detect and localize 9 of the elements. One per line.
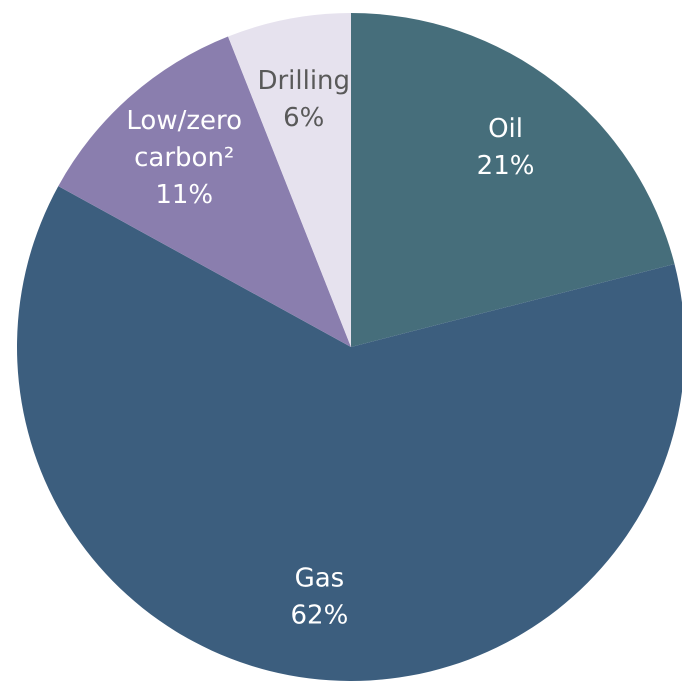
slice-label: Oil [488, 114, 524, 144]
pie-slice [58, 36, 351, 347]
data-label: 21% [476, 151, 534, 182]
data-label: 6% [283, 102, 324, 133]
slice-label: Low/zero carbon² [126, 106, 242, 173]
slice-label: Gas [294, 564, 344, 594]
data-label: 62% [290, 600, 348, 631]
slice-label: Drilling [257, 66, 350, 96]
data-label: 11% [155, 180, 214, 210]
